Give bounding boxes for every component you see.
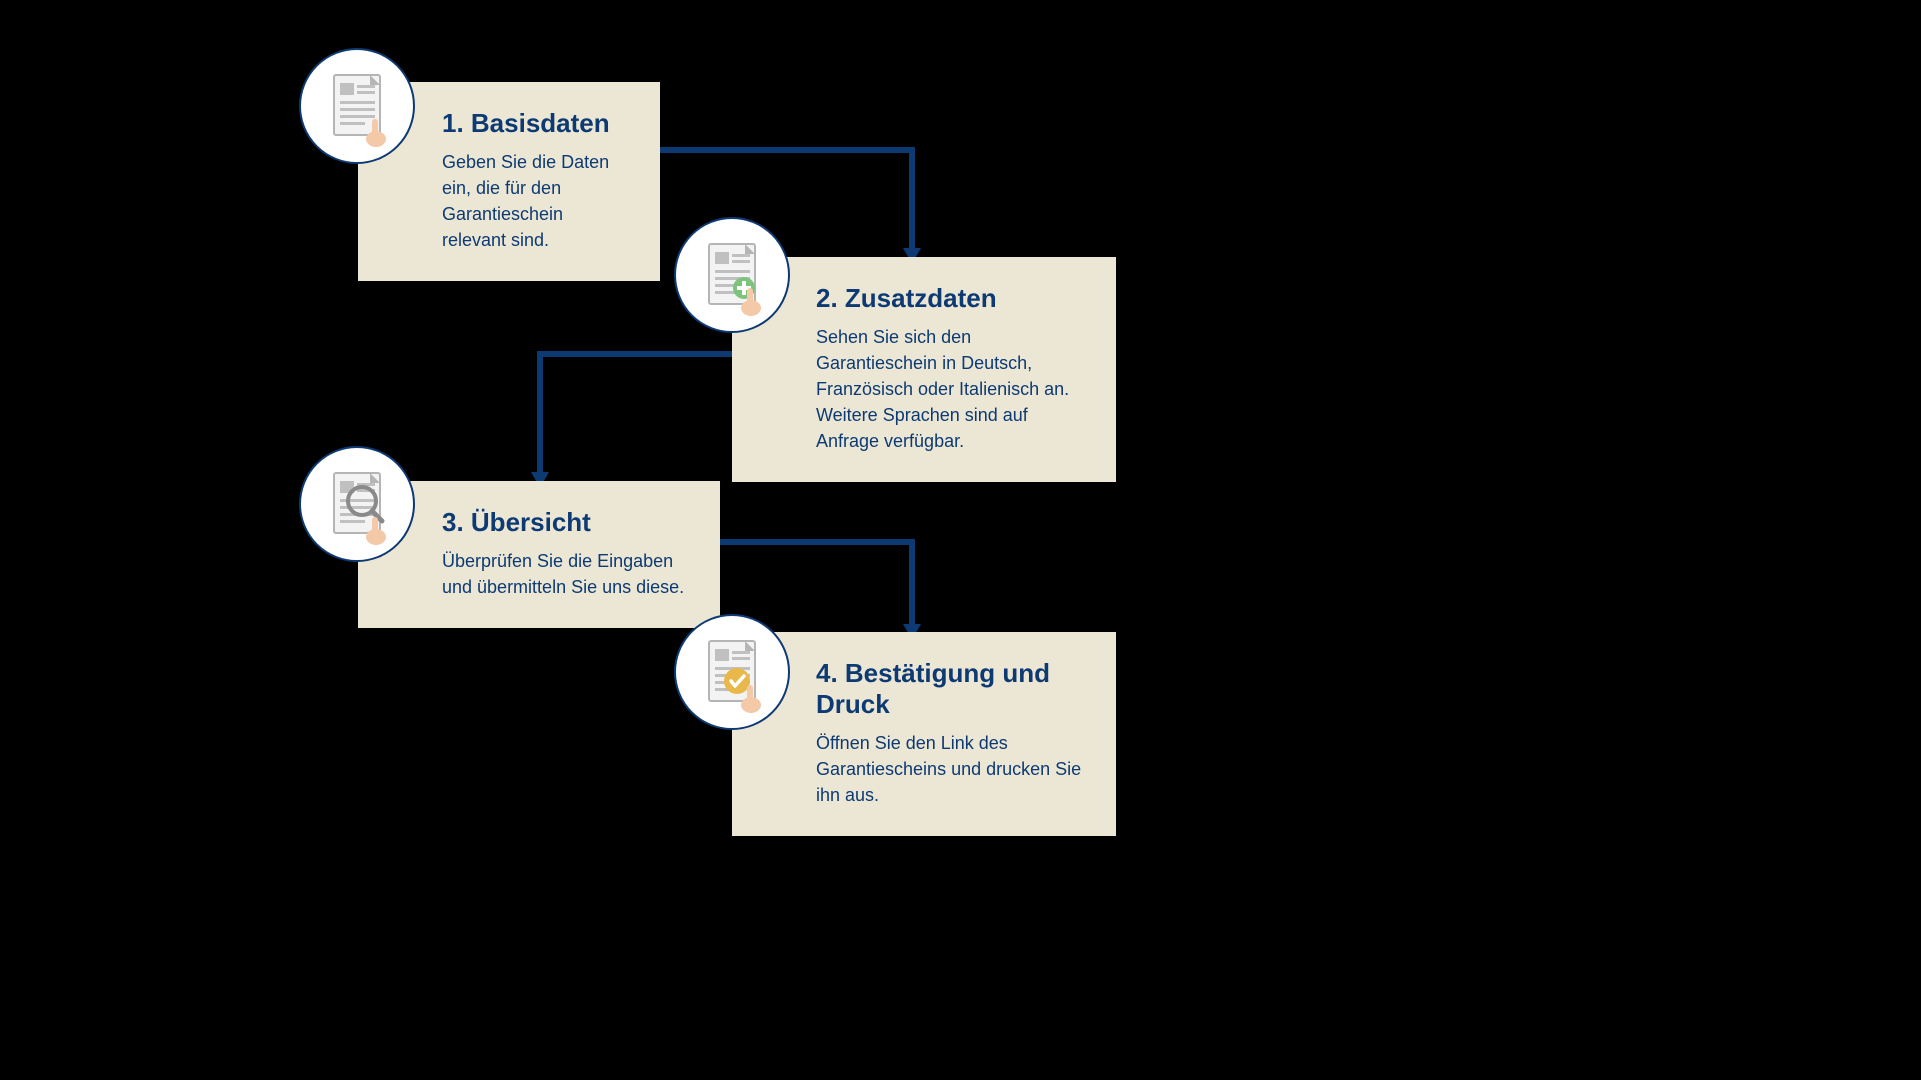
connector-arrow [0,0,1921,1080]
step-card-2: 2. Zusatzdaten Sehen Sie sich den Garanti… [732,257,1116,482]
step-title: 4. Bestätigung und Druck [816,658,1086,720]
step-icon-document-plus [674,217,790,333]
step-title: 1. Basisdaten [442,108,630,139]
step-icon-document-check [674,614,790,730]
step-body: Sehen Sie sich den Garantieschein in Deu… [816,324,1086,454]
step-icon-document [299,48,415,164]
step-title: 2. Zusatzdaten [816,283,1086,314]
step-body: Überprüfen Sie die Eingaben und übermitt… [442,548,690,600]
step-body: Geben Sie die Daten ein, die für den Gar… [442,149,630,253]
step-body: Öffnen Sie den Link des Garantiescheins … [816,730,1086,808]
step-icon-document-magnify [299,446,415,562]
step-card-4: 4. Bestätigung und Druck Öffnen Sie den L… [732,632,1116,836]
step-title: 3. Übersicht [442,507,690,538]
